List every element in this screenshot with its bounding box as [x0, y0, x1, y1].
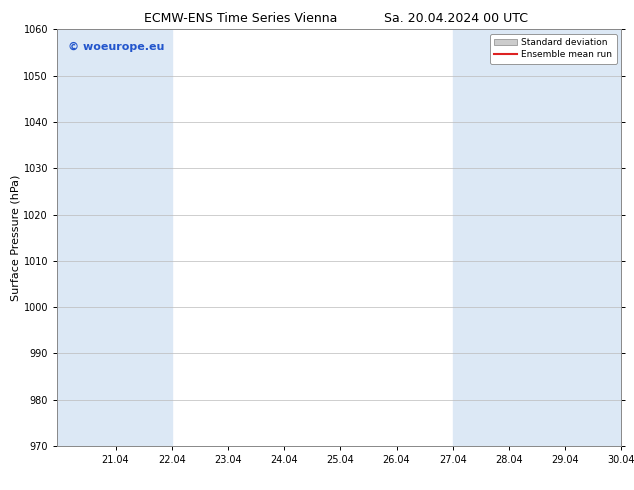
Bar: [453, 29, 621, 446]
Text: ECMW-ENS Time Series Vienna: ECMW-ENS Time Series Vienna: [144, 12, 338, 25]
Text: Sa. 20.04.2024 00 UTC: Sa. 20.04.2024 00 UTC: [384, 12, 529, 25]
Legend: Standard deviation, Ensemble mean run: Standard deviation, Ensemble mean run: [489, 34, 617, 64]
Bar: [57, 29, 172, 446]
Text: © woeurope.eu: © woeurope.eu: [68, 42, 165, 52]
Y-axis label: Surface Pressure (hPa): Surface Pressure (hPa): [11, 174, 21, 301]
